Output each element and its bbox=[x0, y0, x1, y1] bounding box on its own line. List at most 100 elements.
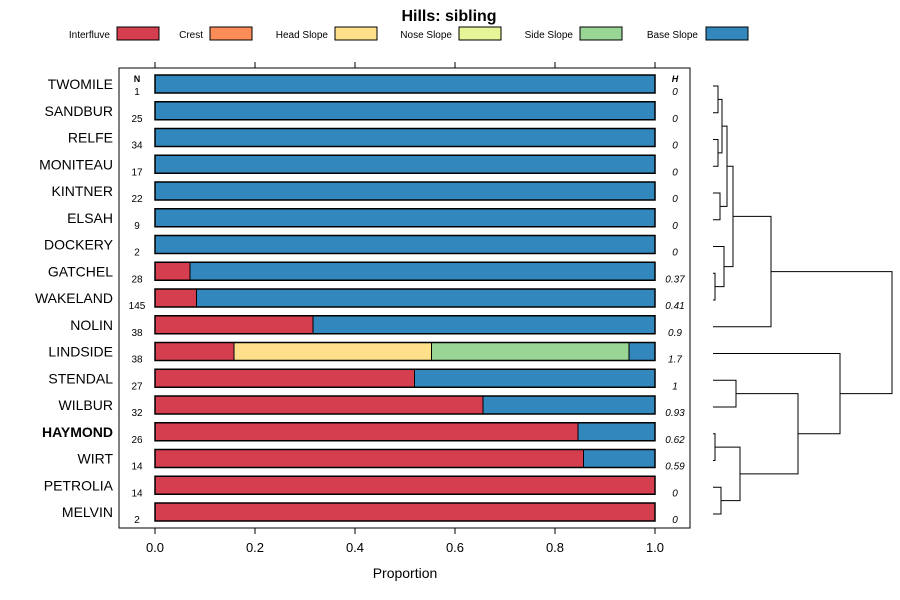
bar-outline-petrolia bbox=[154, 475, 656, 495]
bar-segment-sandbur-base-slope bbox=[154, 101, 656, 121]
row-h-wilbur: 0.93 bbox=[665, 408, 685, 419]
row-h-lindside: 1.7 bbox=[668, 355, 682, 366]
bar-outline-elsah bbox=[154, 208, 656, 228]
dendrogram-branch bbox=[713, 139, 719, 167]
row-label-dockery: DOCKERY bbox=[44, 237, 114, 253]
bar-segment-wirt-base-slope bbox=[583, 449, 656, 468]
row-n-lindside: 38 bbox=[131, 355, 143, 366]
dendrogram-branch bbox=[713, 272, 716, 301]
legend-swatch-crest bbox=[209, 26, 253, 41]
bar-segment-lindside-head-slope bbox=[233, 342, 432, 361]
bar-segment-nolin-interfluve bbox=[154, 315, 314, 335]
h-header: H bbox=[672, 74, 679, 84]
row-n-moniteau: 17 bbox=[131, 167, 143, 178]
bar-segment-lindside-side-slope bbox=[431, 342, 630, 361]
row-label-sandbur: SANDBUR bbox=[45, 103, 113, 119]
dendrogram-branch bbox=[713, 85, 719, 114]
row-label-haymond: HAYMOND bbox=[42, 424, 113, 440]
x-axis-label: Proportion bbox=[373, 565, 438, 581]
row-n-wirt: 14 bbox=[131, 462, 143, 473]
row-n-kintner: 22 bbox=[131, 194, 143, 205]
bar-segment-twomile-base-slope bbox=[154, 74, 656, 94]
dendrogram-root bbox=[771, 271, 893, 395]
dendrogram-branch bbox=[736, 393, 799, 475]
bar-segment-lindside-base-slope bbox=[628, 342, 656, 361]
bar-outline-kintner bbox=[154, 181, 656, 201]
legend-label-interfluve: Interfluve bbox=[69, 30, 111, 41]
legend-label-nose-slope: Nose Slope bbox=[400, 30, 452, 41]
dendrogram-branch bbox=[724, 165, 734, 268]
dendrogram-branch bbox=[713, 215, 772, 328]
row-h-wakeland: 0.41 bbox=[665, 301, 684, 312]
bar-outline-gatchel bbox=[154, 261, 656, 281]
row-n-melvin: 2 bbox=[134, 515, 140, 526]
row-h-gatchel: 0.37 bbox=[665, 274, 685, 285]
x-tick-label: 0.8 bbox=[546, 540, 564, 555]
row-h-elsah: 0 bbox=[672, 221, 678, 232]
row-n-stendal: 27 bbox=[131, 381, 143, 392]
legend: Interfluve Crest Head Slope Nose Slope Side … bbox=[69, 26, 749, 41]
bar-outline-wilbur bbox=[154, 395, 656, 415]
bar-outline-sandbur bbox=[154, 101, 656, 121]
row-h-stendal: 1 bbox=[672, 381, 678, 392]
bar-outline-wakeland bbox=[154, 288, 656, 308]
legend-swatch-base-slope bbox=[705, 26, 749, 41]
x-tick-label: 1.0 bbox=[646, 540, 664, 555]
legend-label-crest: Crest bbox=[179, 30, 203, 41]
row-n-petrolia: 14 bbox=[131, 488, 143, 499]
bar-outline-twomile bbox=[154, 74, 656, 94]
row-n-twomile: 1 bbox=[134, 87, 140, 98]
bar-segment-gatchel-base-slope bbox=[189, 261, 656, 281]
legend-swatch-side-slope bbox=[579, 26, 623, 41]
row-label-wirt: WIRT bbox=[77, 451, 113, 467]
chart-title: Hills: sibling bbox=[401, 8, 496, 25]
bar-segment-melvin-interfluve bbox=[154, 502, 656, 522]
row-h-dockery: 0 bbox=[672, 248, 678, 259]
row-label-stendal: STENDAL bbox=[48, 370, 113, 386]
dendrogram-branch bbox=[720, 125, 728, 207]
row-label-wilbur: WILBUR bbox=[59, 397, 113, 413]
row-label-nolin: NOLIN bbox=[70, 317, 113, 333]
x-axis: 0.0 0.2 0.4 0.6 0.8 1.0 bbox=[146, 62, 664, 555]
row-n-gatchel: 28 bbox=[131, 274, 143, 285]
dendrogram-branch bbox=[713, 433, 716, 461]
bar-outline-haymond bbox=[154, 422, 656, 442]
bar-segment-wakeland-base-slope bbox=[196, 288, 656, 308]
bar-outline-nolin bbox=[154, 315, 656, 335]
dendrogram-branch bbox=[713, 486, 722, 515]
bar-segment-wakeland-interfluve bbox=[154, 288, 197, 308]
bars: TWOMILE 1 0 SANDBUR 25 0 RELFE 34 0 MONITEAU 17 0 KI… bbox=[35, 74, 685, 526]
row-n-dockery: 2 bbox=[134, 248, 140, 259]
row-label-melvin: MELVIN bbox=[62, 504, 113, 520]
row-h-petrolia: 0 bbox=[672, 488, 678, 499]
x-tick-label: 0.6 bbox=[446, 540, 464, 555]
row-n-elsah: 9 bbox=[134, 221, 140, 232]
dendrogram-branch bbox=[713, 192, 721, 221]
row-n-wilbur: 32 bbox=[131, 408, 143, 419]
legend-label-side-slope: Side Slope bbox=[525, 30, 574, 41]
row-h-haymond: 0.62 bbox=[665, 435, 685, 446]
legend-swatch-interfluve bbox=[116, 26, 160, 41]
bar-outline-wirt bbox=[154, 448, 656, 469]
bar-segment-kintner-base-slope bbox=[154, 181, 656, 201]
row-label-twomile: TWOMILE bbox=[48, 76, 113, 92]
row-n-haymond: 26 bbox=[131, 435, 143, 446]
legend-swatch-head-slope bbox=[334, 26, 378, 41]
row-n-wakeland: 145 bbox=[129, 301, 146, 312]
x-tick-label: 0.2 bbox=[246, 540, 264, 555]
bar-segment-elsah-base-slope bbox=[154, 208, 656, 228]
row-label-petrolia: PETROLIA bbox=[44, 477, 114, 493]
bar-outline-relfe bbox=[154, 127, 656, 148]
bar-segment-petrolia-interfluve bbox=[154, 475, 656, 495]
bar-segment-wilbur-interfluve bbox=[154, 395, 484, 415]
x-tick-label: 0.0 bbox=[146, 540, 164, 555]
bar-segment-dockery-base-slope bbox=[154, 235, 656, 254]
row-label-lindside: LINDSIDE bbox=[48, 344, 113, 360]
row-label-wakeland: WAKELAND bbox=[35, 290, 113, 306]
dendrogram bbox=[713, 85, 893, 515]
row-label-gatchel: GATCHEL bbox=[48, 263, 113, 279]
dendrogram-branch bbox=[715, 446, 741, 502]
row-label-moniteau: MONITEAU bbox=[39, 156, 113, 172]
row-n-nolin: 38 bbox=[131, 328, 143, 339]
